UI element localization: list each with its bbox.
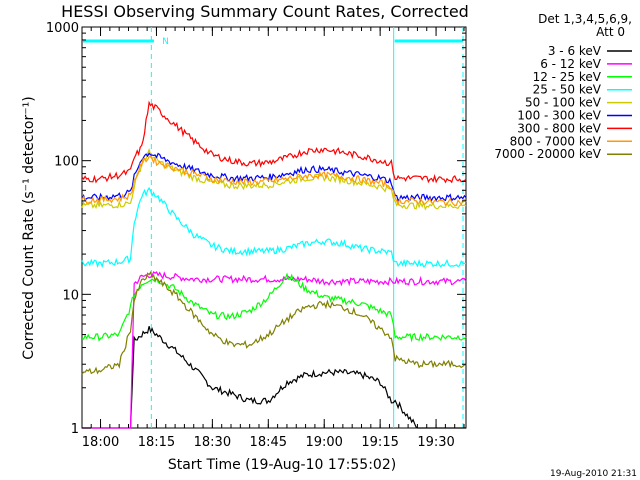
x-tick-label: 19:30	[417, 435, 454, 450]
series-line-5	[81, 152, 467, 203]
x-tick-label: 19:00	[305, 435, 342, 450]
legend-header-line-1: Det 1,3,4,5,6,9,	[538, 12, 632, 26]
legend-label: 100 - 300 keV	[517, 109, 601, 123]
y-axis-ticks: 1 10 100 1000	[46, 21, 466, 437]
x-tick-label: 18:15	[138, 435, 175, 450]
x-tick-label: 19:15	[361, 435, 398, 450]
series-line-0	[82, 326, 466, 429]
x-tick-label: 18:00	[82, 435, 119, 450]
legend-label: 6 - 12 keV	[540, 57, 602, 71]
legend-label: 50 - 100 keV	[525, 96, 602, 110]
x-axis-label: Start Time (19-Aug-10 17:55:02)	[168, 457, 396, 473]
annotations: N	[162, 37, 169, 47]
y-tick-label: 100	[54, 155, 79, 170]
series-line-3	[81, 186, 467, 269]
legend-label: 7000 - 20000 keV	[494, 147, 601, 161]
series-line-4	[81, 147, 467, 211]
y-axis-label: Corrected Count Rate (s⁻¹ detector⁻¹)	[21, 96, 37, 359]
legend-header-line-2: Att 0	[596, 25, 625, 39]
y-tick-label: 1	[71, 422, 79, 437]
y-tick-label: 1000	[46, 21, 79, 36]
chart-title: HESSI Observing Summary Count Rates, Cor…	[61, 2, 469, 21]
legend-label: 300 - 800 keV	[517, 121, 601, 135]
y-tick-label: 10	[62, 288, 79, 303]
legend-label: 3 - 6 keV	[548, 44, 602, 58]
x-tick-label: 18:45	[250, 435, 287, 450]
series-line-1	[82, 271, 467, 429]
plot-frame	[81, 26, 467, 429]
series-line-6	[81, 100, 467, 184]
legend-label: 12 - 25 keV	[533, 70, 602, 84]
series-group	[81, 100, 467, 429]
footer-timestamp: 19-Aug-2010 21:31	[550, 469, 637, 479]
x-axis-ticks: 18:00 18:15 18:30 18:45 19:00 19:15 19:30	[82, 27, 465, 450]
legend-label: 25 - 50 keV	[533, 83, 602, 97]
series-line-7	[81, 155, 467, 207]
series-line-8	[81, 271, 467, 375]
annotation-label: N	[162, 37, 169, 47]
marker-lines	[150, 27, 464, 428]
x-tick-label: 18:30	[194, 435, 231, 450]
series-line-2	[81, 272, 467, 343]
legend-label: 800 - 7000 keV	[510, 134, 602, 148]
